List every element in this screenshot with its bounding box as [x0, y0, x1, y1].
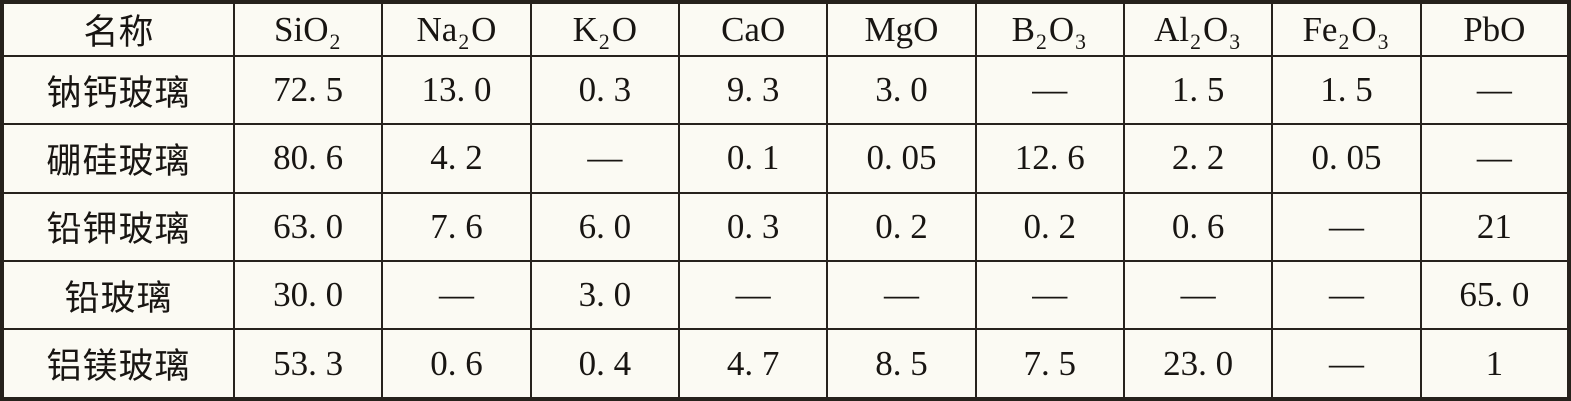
formula-text: O: [471, 9, 497, 49]
formula-subscript: 2: [458, 29, 470, 54]
value-cell: 0. 05: [1271, 123, 1422, 194]
formula-subscript: 3: [1377, 29, 1389, 54]
value-cell: 1. 5: [1122, 54, 1274, 126]
glass-name-cell: 铝镁玻璃: [1, 328, 235, 400]
header-cell-oxide-Na2O: Na2O: [381, 1, 532, 57]
formula-subscript: 3: [1229, 29, 1241, 54]
value-cell: —: [381, 259, 532, 331]
header-cell-oxide-Al2O3: Al2O3: [1122, 1, 1274, 57]
value-cell: 3. 0: [529, 259, 680, 331]
header-cell-name: 名称: [1, 1, 235, 57]
value-cell: 53. 3: [232, 328, 384, 400]
value-cell: 0. 6: [381, 328, 532, 400]
formula-subscript: 2: [598, 29, 610, 54]
value-cell: 65. 0: [1419, 259, 1571, 331]
value-cell: 1. 5: [1271, 54, 1422, 126]
glass-name-cell: 硼硅玻璃: [1, 123, 235, 194]
formula-text: Na: [416, 9, 458, 49]
formula-subscript: 2: [1190, 29, 1201, 54]
value-cell: 72. 5: [232, 54, 384, 126]
value-cell: 7. 5: [974, 328, 1125, 400]
table-header: 名称 SiO2 Na2O K2O CaO MgO B2O3 Al2O3 Fe2O3 PbO: [1, 1, 1571, 57]
header-cell-oxide-K2O: K2O: [529, 1, 680, 57]
value-cell: 2. 2: [1122, 123, 1274, 194]
value-cell: 6. 0: [529, 191, 680, 262]
value-cell: 7. 6: [381, 191, 532, 262]
value-cell: —: [826, 259, 977, 331]
value-cell: —: [529, 123, 680, 194]
value-cell: 23. 0: [1122, 328, 1274, 400]
formula-subscript: 2: [1338, 29, 1350, 54]
table-row: 铅玻璃 30. 0—3. 0— — — — —65. 0: [1, 259, 1571, 331]
table-row: 铝镁玻璃 53. 3 0. 6 0. 4 4. 7 8. 5 7. 5 23. 0—1: [1, 328, 1571, 400]
value-cell: 13. 0: [381, 54, 532, 126]
formula-text: PbO: [1463, 9, 1526, 49]
value-cell: 63. 0: [232, 191, 384, 262]
formula-text: MgO: [864, 9, 939, 49]
value-cell: 0. 1: [677, 123, 829, 194]
formula-text: SiO: [274, 9, 329, 49]
formula-text: O: [1202, 9, 1229, 49]
value-cell: —: [1271, 259, 1422, 331]
formula-text: O: [1351, 9, 1377, 49]
value-cell: —: [1271, 191, 1422, 262]
value-cell: 12. 6: [974, 123, 1125, 194]
value-cell: —: [1271, 328, 1422, 400]
value-cell: 4. 2: [381, 123, 532, 194]
formula-text: 名称: [83, 13, 154, 52]
value-cell: 21: [1419, 191, 1571, 262]
formula-text: K: [572, 9, 598, 49]
header-cell-oxide-MgO: MgO: [826, 1, 977, 57]
glass-name-cell: 钠钙玻璃: [1, 54, 235, 126]
value-cell: 0. 3: [677, 191, 829, 262]
header-cell-oxide-Fe2O3: Fe2O3: [1271, 1, 1422, 57]
formula-subscript: 3: [1075, 29, 1086, 54]
value-cell: 4. 7: [677, 328, 829, 400]
value-cell: 30. 0: [232, 259, 384, 331]
formula-text: O: [611, 9, 638, 49]
value-cell: 0. 2: [974, 191, 1125, 262]
value-cell: 80. 6: [232, 123, 384, 194]
formula-text: B: [1011, 9, 1035, 49]
table-body: 钠钙玻璃 72. 5 13. 0 0. 3 9. 3 3. 0—1. 5 1. 5— 硼硅玻璃…: [1, 54, 1571, 400]
formula-subscript: 2: [329, 29, 341, 54]
value-cell: 0. 4: [529, 328, 680, 400]
value-cell: 0. 2: [826, 191, 977, 262]
formula-text: O: [1048, 9, 1075, 49]
value-cell: —: [677, 259, 829, 331]
value-cell: —: [1419, 123, 1571, 194]
header-cell-oxide-CaO: CaO: [677, 1, 829, 57]
glass-name-cell: 铅玻璃: [1, 259, 235, 331]
formula-text: Al: [1154, 9, 1190, 49]
formula-subscript: 2: [1036, 29, 1047, 54]
table-row: 硼硅玻璃 80. 6 4. 2—0. 1 0. 05 12. 6 2. 2 0. 05—: [1, 123, 1571, 194]
table-row: 铅钾玻璃 63. 0 7. 6 6. 0 0. 3 0. 2 0. 2 0. 6—21: [1, 191, 1571, 262]
value-cell: —: [974, 54, 1125, 126]
value-cell: 9. 3: [677, 54, 829, 126]
value-cell: 3. 0: [826, 54, 977, 126]
value-cell: —: [974, 259, 1125, 331]
value-cell: 0. 3: [529, 54, 680, 126]
glass-name-cell: 铅钾玻璃: [1, 191, 235, 262]
value-cell: 8. 5: [826, 328, 977, 400]
header-cell-oxide-B2O3: B2O3: [974, 1, 1125, 57]
header-row: 名称 SiO2 Na2O K2O CaO MgO B2O3 Al2O3 Fe2O3 PbO: [1, 1, 1571, 57]
table-row: 钠钙玻璃 72. 5 13. 0 0. 3 9. 3 3. 0—1. 5 1. 5—: [1, 54, 1571, 126]
value-cell: 1: [1419, 328, 1571, 400]
header-cell-oxide-SiO2: SiO2: [232, 1, 384, 57]
value-cell: 0. 6: [1122, 191, 1274, 262]
value-cell: —: [1122, 259, 1274, 331]
formula-text: Fe: [1302, 9, 1338, 49]
formula-text: CaO: [721, 9, 786, 49]
value-cell: 0. 05: [826, 123, 977, 194]
value-cell: —: [1419, 54, 1571, 126]
header-cell-oxide-PbO: PbO: [1419, 1, 1571, 57]
